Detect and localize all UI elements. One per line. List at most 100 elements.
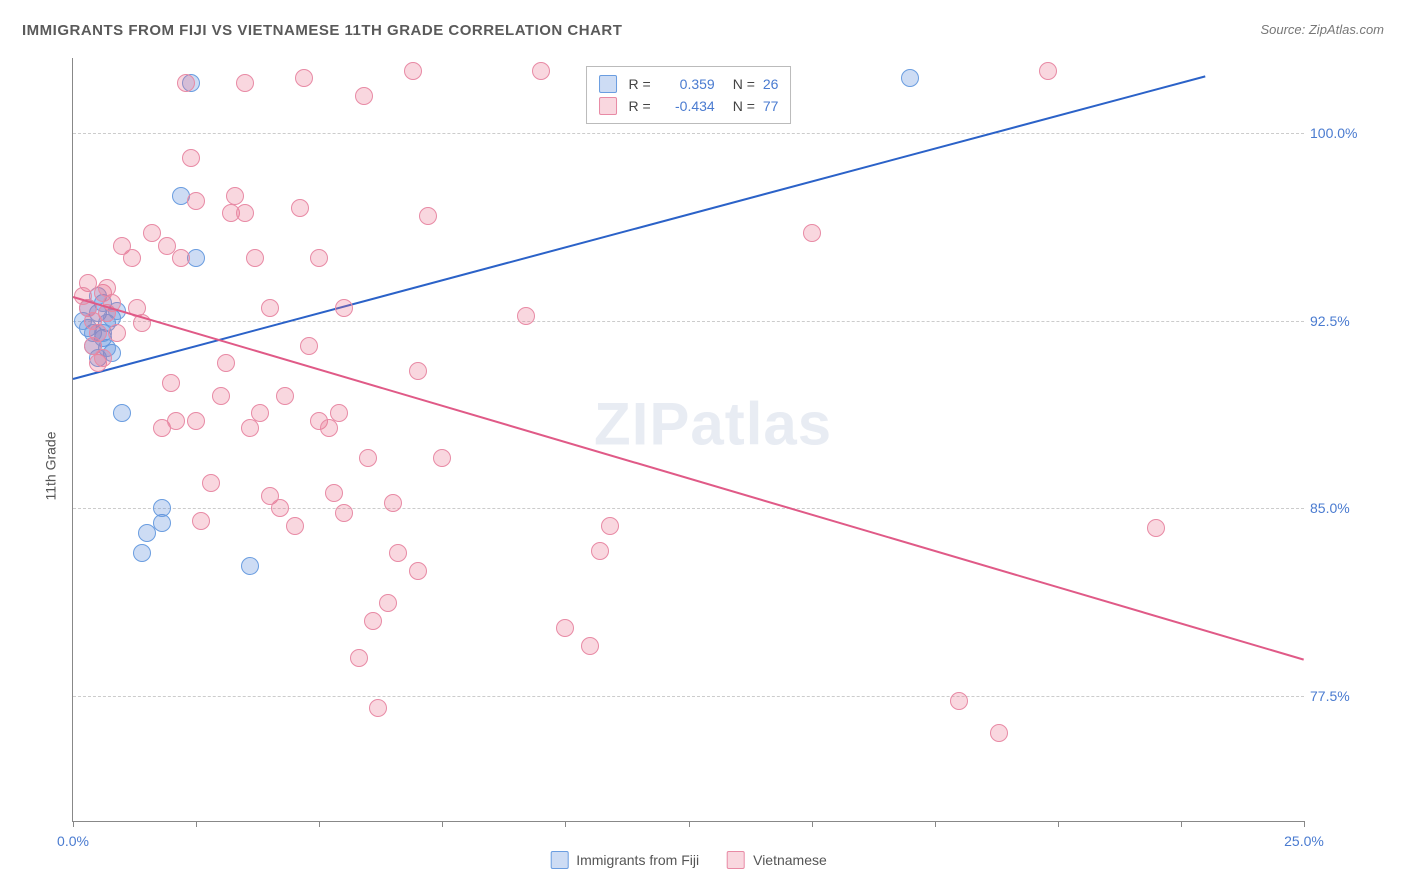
data-point <box>202 474 220 492</box>
x-tick <box>689 821 690 827</box>
data-point <box>556 619 574 637</box>
data-point <box>133 544 151 562</box>
series-legend: Immigrants from Fiji Vietnamese <box>550 851 827 869</box>
x-tick-label: 0.0% <box>57 833 89 849</box>
gridline <box>73 321 1304 322</box>
data-point <box>94 349 112 367</box>
data-point <box>325 484 343 502</box>
y-tick-label: 92.5% <box>1310 313 1380 329</box>
legend-r-value: -0.434 <box>659 98 715 114</box>
data-point <box>226 187 244 205</box>
data-point <box>84 337 102 355</box>
data-point <box>98 279 116 297</box>
data-point <box>517 307 535 325</box>
data-point <box>261 487 279 505</box>
data-point <box>192 512 210 530</box>
data-point <box>158 237 176 255</box>
data-point <box>162 374 180 392</box>
x-tick <box>1181 821 1182 827</box>
legend-r-label: R = <box>629 76 651 92</box>
data-point <box>89 349 107 367</box>
x-tick <box>319 821 320 827</box>
data-point <box>98 339 116 357</box>
data-point <box>409 362 427 380</box>
data-point <box>236 204 254 222</box>
data-point <box>950 692 968 710</box>
data-point <box>276 387 294 405</box>
data-point <box>187 192 205 210</box>
data-point <box>79 274 97 292</box>
legend-row: R =-0.434N =77 <box>599 95 779 117</box>
legend-n-label: N = <box>733 76 755 92</box>
data-point <box>359 449 377 467</box>
series-legend-label: Immigrants from Fiji <box>576 852 699 868</box>
data-point <box>419 207 437 225</box>
data-point <box>187 412 205 430</box>
data-point <box>241 419 259 437</box>
data-point <box>601 517 619 535</box>
data-point <box>182 149 200 167</box>
data-point <box>1039 62 1057 80</box>
data-point <box>241 557 259 575</box>
data-point <box>389 544 407 562</box>
data-point <box>300 337 318 355</box>
series-legend-item: Vietnamese <box>727 851 827 869</box>
data-point <box>167 412 185 430</box>
data-point <box>143 224 161 242</box>
data-point <box>153 419 171 437</box>
y-tick-label: 85.0% <box>1310 500 1380 516</box>
data-point <box>113 404 131 422</box>
data-point <box>182 74 200 92</box>
y-tick-label: 100.0% <box>1310 125 1380 141</box>
data-point <box>286 517 304 535</box>
legend-swatch <box>550 851 568 869</box>
legend-swatch <box>599 97 617 115</box>
data-point <box>84 324 102 342</box>
data-point <box>103 309 121 327</box>
legend-swatch <box>727 851 745 869</box>
x-tick-label: 25.0% <box>1284 833 1324 849</box>
data-point <box>295 69 313 87</box>
data-point <box>320 419 338 437</box>
data-point <box>803 224 821 242</box>
data-point <box>404 62 422 80</box>
series-legend-label: Vietnamese <box>753 852 827 868</box>
x-tick <box>565 821 566 827</box>
data-point <box>532 62 550 80</box>
data-point <box>222 204 240 222</box>
trend-line <box>73 296 1305 661</box>
legend-r-value: 0.359 <box>659 76 715 92</box>
data-point <box>212 387 230 405</box>
gridline <box>73 696 1304 697</box>
data-point <box>236 74 254 92</box>
data-point <box>103 344 121 362</box>
legend-swatch <box>599 75 617 93</box>
data-point <box>409 562 427 580</box>
data-point <box>246 249 264 267</box>
data-point <box>153 514 171 532</box>
data-point <box>433 449 451 467</box>
data-point <box>901 69 919 87</box>
data-point <box>591 542 609 560</box>
x-tick <box>73 821 74 827</box>
y-axis-label: 11th Grade <box>43 431 59 500</box>
data-point <box>108 324 126 342</box>
data-point <box>384 494 402 512</box>
data-point <box>94 324 112 342</box>
correlation-legend: R = 0.359 N = 26 R =-0.434N =77 <box>586 66 792 124</box>
data-point <box>310 412 328 430</box>
data-point <box>335 504 353 522</box>
data-point <box>350 649 368 667</box>
data-point <box>217 354 235 372</box>
data-point <box>98 314 116 332</box>
data-point <box>355 87 373 105</box>
watermark: ZIPatlas <box>594 390 832 459</box>
data-point <box>94 329 112 347</box>
chart-title: IMMIGRANTS FROM FIJI VS VIETNAMESE 11TH … <box>22 22 622 39</box>
x-tick <box>935 821 936 827</box>
data-point <box>113 237 131 255</box>
data-point <box>990 724 1008 742</box>
data-point <box>1147 519 1165 537</box>
legend-n-value: 26 <box>763 76 779 92</box>
gridline <box>73 508 1304 509</box>
